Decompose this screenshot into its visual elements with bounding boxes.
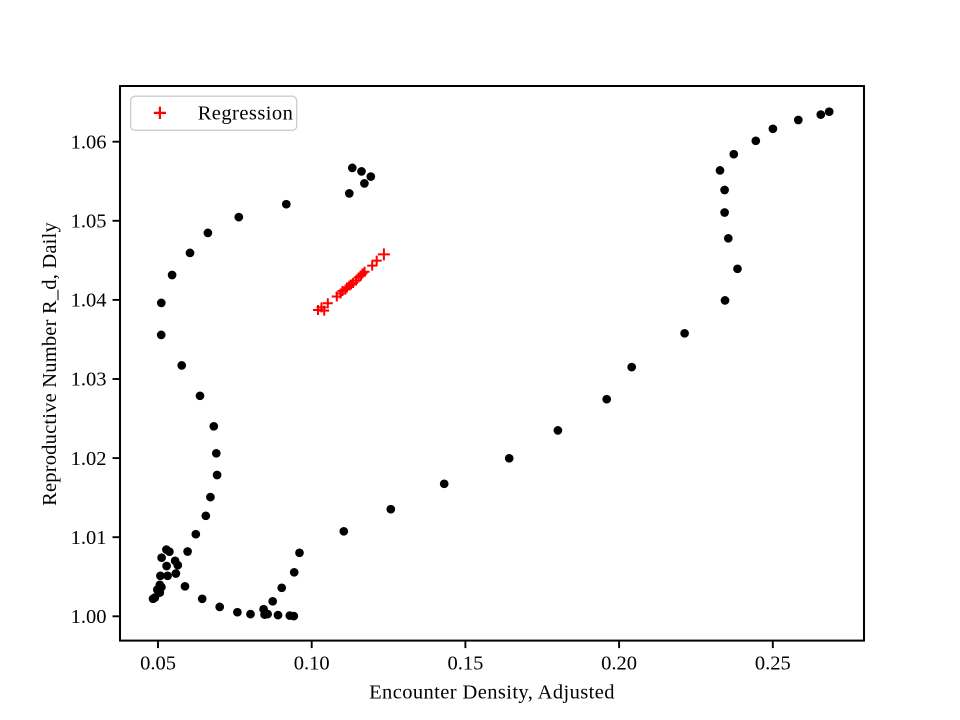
svg-text:1.06: 1.06 [71, 131, 107, 153]
svg-text:Encounter Density, Adjusted: Encounter Density, Adjusted [369, 682, 615, 704]
svg-text:0.15: 0.15 [447, 653, 483, 675]
svg-text:0.05: 0.05 [140, 653, 176, 675]
svg-text:0.20: 0.20 [601, 653, 637, 675]
svg-text:1.01: 1.01 [71, 527, 107, 549]
svg-text:Reproductive Number R_d, Daily: Reproductive Number R_d, Daily [39, 222, 61, 506]
svg-text:0.10: 0.10 [294, 653, 330, 675]
svg-text:0.25: 0.25 [755, 653, 791, 675]
svg-text:1.03: 1.03 [71, 369, 107, 391]
svg-text:1.02: 1.02 [71, 448, 107, 470]
svg-text:1.04: 1.04 [71, 290, 107, 312]
svg-text:1.05: 1.05 [71, 211, 107, 233]
svg-text:1.00: 1.00 [71, 606, 107, 628]
svg-text:Regression: Regression [198, 102, 294, 124]
